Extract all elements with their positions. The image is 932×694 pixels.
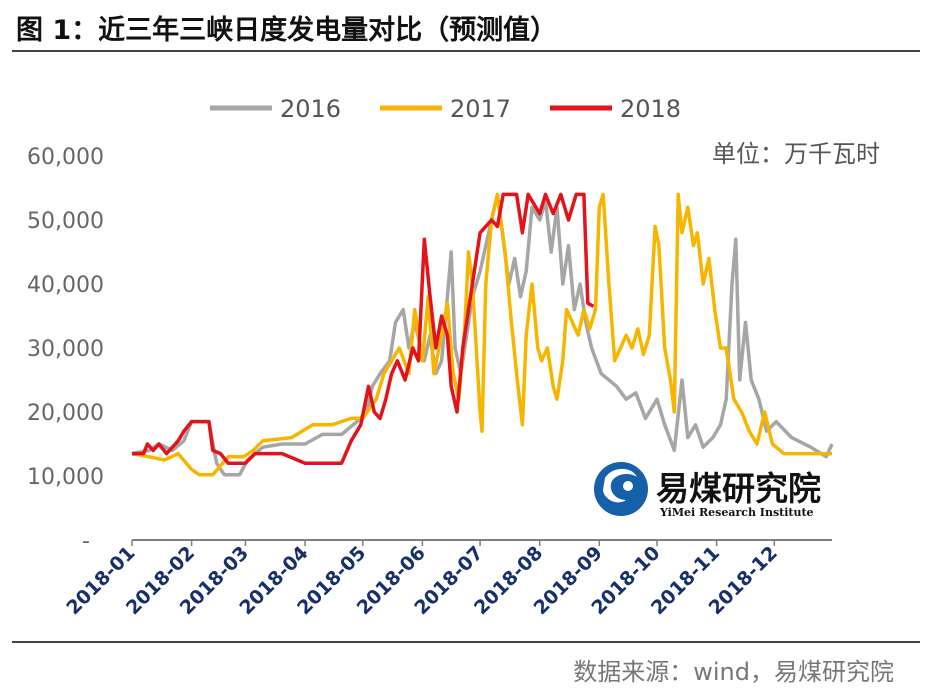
series-line-2017: [131, 192, 832, 477]
chart-legend: 2016 2017 2018: [210, 95, 681, 123]
y-tick-label: 50,000: [27, 209, 104, 234]
unit-label: 单位：万千瓦时: [712, 140, 880, 168]
logo: 易煤研究院 YiMei Research Institute: [594, 462, 821, 519]
logo-name-cn: 易煤研究院: [656, 469, 821, 508]
series-line-2018: [132, 192, 595, 465]
logo-wave-icon: [603, 468, 637, 503]
y-tick-label: 30,000: [27, 337, 104, 362]
y-tick-label: 40,000: [27, 273, 104, 298]
y-tick-label: 60,000: [27, 145, 104, 170]
series-line-2016: [131, 192, 834, 477]
page-title: 图 1：近三年三峡日度发电量对比（预测值）: [16, 15, 558, 46]
source-note: 数据来源：wind，易煤研究院: [573, 658, 894, 686]
legend-label-2018: 2018: [620, 95, 681, 123]
logo-dot-icon: [623, 481, 633, 491]
y-tick-label: 20,000: [27, 401, 104, 426]
legend-label-2016: 2016: [280, 95, 341, 123]
series-lines: [131, 192, 834, 477]
y-tick-label: -: [82, 529, 90, 554]
y-axis-ticks: - 10,000 20,000 30,000 40,000 50,000 60,000: [27, 145, 104, 554]
footer-rule: [12, 641, 920, 643]
legend-label-2017: 2017: [450, 95, 511, 123]
y-tick-label: 10,000: [27, 465, 104, 490]
logo-name-en: YiMei Research Institute: [659, 506, 814, 519]
title-underline: [12, 50, 920, 52]
line-chart: 2016 2017 2018 单位：万千瓦时 - 10,000 20,000 30,0…: [27, 95, 880, 619]
x-axis: 2018-012018-022018-032018-042018-052018-…: [62, 539, 832, 619]
